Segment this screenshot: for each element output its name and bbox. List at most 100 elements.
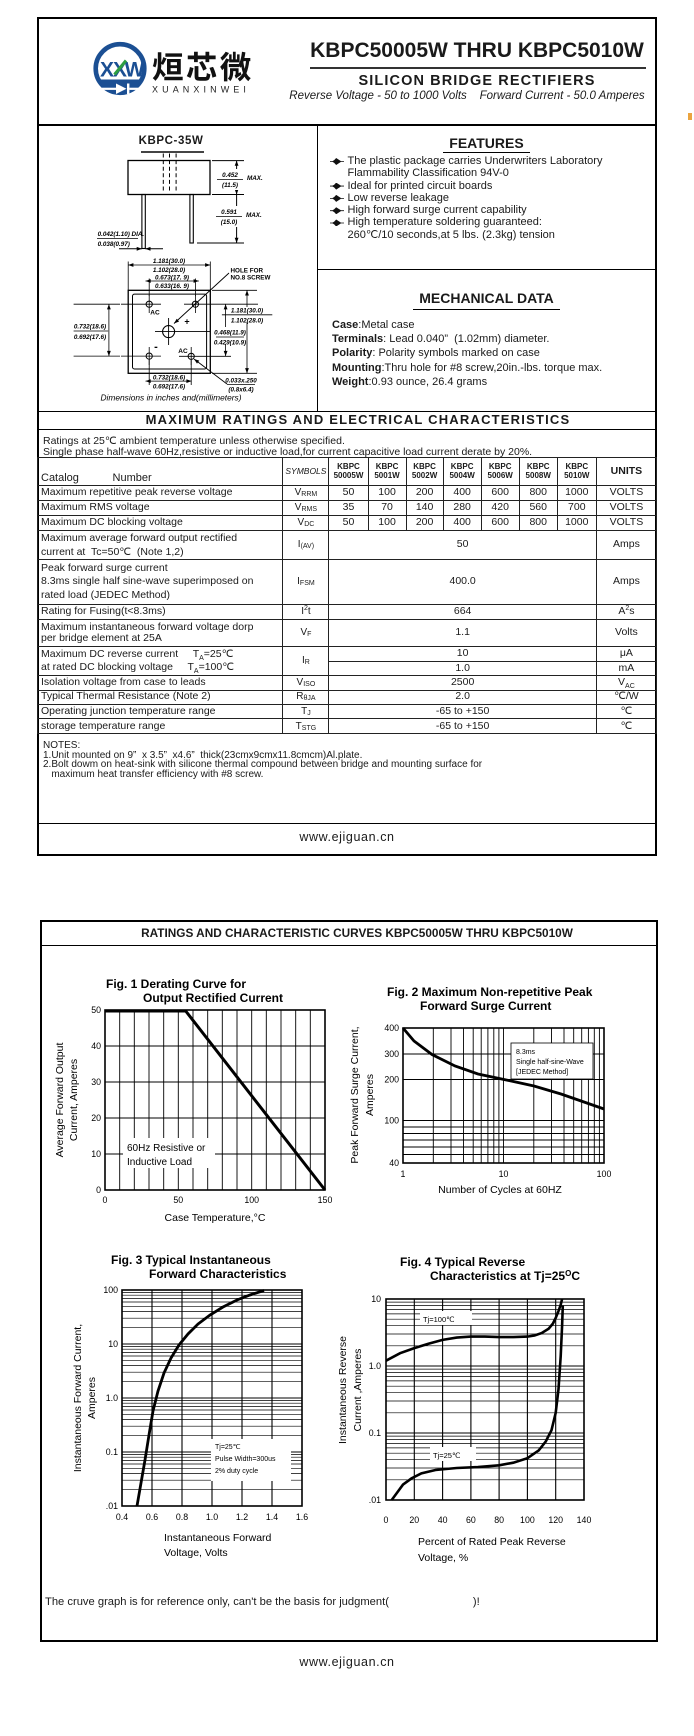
svg-text:W: W [125,59,145,82]
svg-text:0.732(18.6): 0.732(18.6) [74,324,106,331]
svg-text:1.4: 1.4 [266,1512,278,1522]
svg-text:2% duty cycle: 2% duty cycle [215,1468,258,1475]
svg-text:10: 10 [371,1294,381,1304]
svg-text:[JEDEC Method]: [JEDEC Method] [516,1069,568,1076]
svg-text:AC: AC [150,310,160,317]
svg-text:10: 10 [499,1169,509,1179]
svg-text:Tj=25℃: Tj=25℃ [215,1444,241,1451]
svg-text:1.2: 1.2 [236,1512,248,1522]
svg-text:Peak Forward Surge Current,: Peak Forward Surge Current, [350,1026,361,1163]
svg-text:MAX.: MAX. [246,212,262,219]
svg-text:50: 50 [173,1195,183,1205]
svg-text:1.102(28.0): 1.102(28.0) [231,318,263,325]
svg-text:0.633(16. 9): 0.633(16. 9) [155,283,189,290]
svg-text:Average Forward Output: Average Forward Output [54,1043,66,1158]
svg-text:0.1: 0.1 [369,1428,381,1438]
svg-text:100: 100 [244,1195,259,1205]
svg-text:Pulse Width=300us: Pulse Width=300us [215,1456,276,1463]
svg-text:0.732(18.6): 0.732(18.6) [153,374,185,381]
svg-text:(15.0): (15.0) [221,219,237,226]
svg-text:120: 120 [548,1515,563,1525]
svg-text:Voltage, Volts: Voltage, Volts [164,1547,228,1559]
svg-text:200: 200 [384,1075,399,1085]
svg-text:0.429(10.9): 0.429(10.9) [214,339,246,346]
svg-text:150: 150 [318,1195,333,1205]
svg-text:0.591: 0.591 [221,209,237,216]
svg-text:Voltage, %: Voltage, % [418,1552,468,1564]
svg-text:Inductive Load: Inductive Load [127,1157,192,1168]
svg-text:+: + [184,317,189,327]
svg-text:.01: .01 [369,1495,381,1505]
svg-text:300: 300 [384,1049,399,1059]
svg-text:10: 10 [108,1339,118,1349]
svg-text:400: 400 [384,1023,399,1033]
svg-text:0.033x.250: 0.033x.250 [225,377,257,384]
svg-text:30: 30 [91,1077,101,1087]
svg-text:0.468(11.9): 0.468(11.9) [214,329,246,336]
svg-text:1.181(30.0): 1.181(30.0) [231,308,263,315]
svg-text:1.181(30.0): 1.181(30.0) [153,258,185,265]
svg-text:1.0: 1.0 [369,1361,381,1371]
svg-text:Amperes: Amperes [364,1074,376,1116]
svg-text:Current ,Amperes: Current ,Amperes [352,1349,364,1432]
svg-text:Case Temperature,°C: Case Temperature,°C [165,1212,266,1224]
svg-text:(0.8x6.4): (0.8x6.4) [228,387,253,394]
svg-text:-: - [154,341,158,353]
svg-text:Forward Characteristics: Forward Characteristics [149,1267,287,1281]
svg-text:20: 20 [91,1113,101,1123]
svg-text:AC: AC [178,348,188,355]
svg-text:0.4: 0.4 [116,1512,128,1522]
svg-text:20: 20 [409,1515,419,1525]
svg-text:X: X [100,59,114,82]
svg-text:1.0: 1.0 [206,1512,218,1522]
svg-text:Instantaneous Forward: Instantaneous Forward [164,1532,272,1544]
svg-text:10: 10 [91,1149,101,1159]
svg-text:100: 100 [520,1515,535,1525]
svg-text:Single half-sine-Wave: Single half-sine-Wave [516,1059,584,1066]
svg-text:0.6: 0.6 [146,1512,158,1522]
svg-text:0: 0 [384,1515,389,1525]
svg-text:140: 140 [577,1515,592,1525]
svg-text:1.6: 1.6 [296,1512,308,1522]
svg-text:8.3ms: 8.3ms [516,1049,536,1056]
svg-text:Tj=100℃: Tj=100℃ [423,1315,455,1324]
svg-text:Forward Surge Current: Forward Surge Current [420,999,551,1013]
svg-text:1: 1 [401,1169,406,1179]
svg-text:100: 100 [103,1285,118,1295]
svg-text:Fig. 3 Typical Instantaneous: Fig. 3 Typical Instantaneous [111,1253,271,1267]
svg-text:HOLE FOR: HOLE FOR [231,267,264,274]
svg-text:0.692(17.6): 0.692(17.6) [74,334,106,341]
svg-text:Dimensions in inches and(milli: Dimensions in inches and(millimeters) [100,393,241,403]
svg-text:Current, Amperes: Current, Amperes [68,1059,80,1141]
svg-text:60Hz Resistive or: 60Hz Resistive or [127,1143,206,1154]
svg-text:50: 50 [91,1005,101,1015]
svg-text:100: 100 [384,1116,399,1126]
svg-text:100: 100 [597,1169,612,1179]
svg-text:Instantaneous Reverse: Instantaneous Reverse [337,1336,349,1444]
svg-text:Characteristics at Tj=25OC: Characteristics at Tj=25OC [430,1269,580,1283]
svg-text:40: 40 [91,1041,101,1051]
svg-text:Amperes: Amperes [86,1377,98,1419]
svg-text:0.673(17. 9): 0.673(17. 9) [155,274,189,281]
svg-text:Tj=25℃: Tj=25℃ [433,1451,461,1460]
svg-text:Fig. 1 Derating Curve for: Fig. 1 Derating Curve for [106,977,246,991]
svg-text:0.038(0.97): 0.038(0.97) [98,241,130,248]
svg-text:MAX.: MAX. [247,175,263,182]
svg-text:0.8: 0.8 [176,1512,188,1522]
svg-text:0: 0 [103,1195,108,1205]
svg-text:Fig. 2 Maximum Non-repetitive: Fig. 2 Maximum Non-repetitive Peak [387,985,593,999]
svg-text:Instantaneous Forward Current,: Instantaneous Forward Current, [72,1324,84,1472]
svg-text:0.1: 0.1 [106,1447,118,1457]
svg-text:Number of Cycles at 60HZ: Number of Cycles at 60HZ [438,1184,562,1196]
svg-text:80: 80 [494,1515,504,1525]
svg-text:Percent of Rated Peak Reverse: Percent of Rated Peak Reverse [418,1536,566,1548]
svg-text:40: 40 [438,1515,448,1525]
svg-text:(11.5): (11.5) [222,182,238,189]
svg-text:1.102(28.0): 1.102(28.0) [153,267,185,274]
svg-text:Output Rectified Current: Output Rectified Current [143,991,283,1005]
svg-text:0.042(1.10) DIA.: 0.042(1.10) DIA. [98,231,145,238]
svg-text:XUANXINWEI: XUANXINWEI [152,85,250,95]
svg-text:60: 60 [466,1515,476,1525]
svg-text:.01: .01 [106,1501,118,1511]
svg-text:NO.8 SCREW: NO.8 SCREW [231,275,271,282]
